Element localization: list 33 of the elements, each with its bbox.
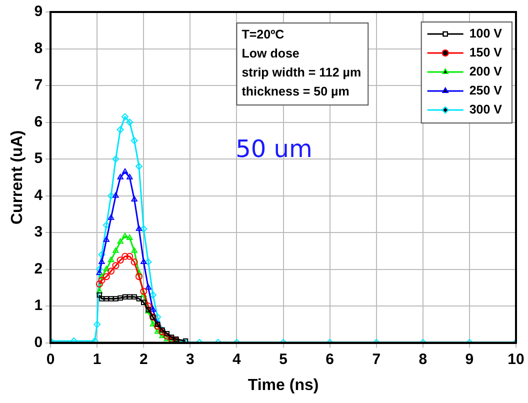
y-tick-label: 5	[34, 150, 43, 168]
annotation: T=20ºC	[242, 27, 284, 42]
x-tick-label: 2	[139, 350, 148, 368]
y-tick-label: 8	[34, 40, 43, 57]
x-tick-label: 3	[186, 350, 194, 368]
y-tick-label: 0	[34, 334, 43, 351]
y-tick-label: 4	[34, 186, 44, 204]
y-tick-label: 1	[34, 297, 43, 314]
legend-label: 200 V	[469, 64, 503, 78]
x-tick-label: 0	[46, 350, 55, 368]
y-tick-label: 6	[34, 113, 43, 130]
y-tick-label: 3	[34, 224, 43, 241]
x-axis-title: Time (ns)	[248, 376, 319, 394]
x-tick-label: 6	[326, 350, 334, 368]
x-tick-label: 7	[372, 350, 381, 368]
annotation: 50 um	[236, 135, 312, 164]
x-tick-label: 8	[418, 350, 428, 368]
y-tick-label: 9	[34, 3, 43, 20]
y-tick-label: 2	[34, 260, 43, 278]
x-tick-label: 1	[92, 350, 102, 368]
x-tick-label: 5	[279, 350, 288, 368]
x-tick-label: 9	[465, 350, 474, 368]
annotation: Low dose	[242, 46, 300, 60]
x-tick-label: 4	[232, 350, 242, 368]
y-axis-title: Current (uA)	[9, 130, 26, 225]
legend-label: 250 V	[469, 83, 503, 98]
x-tick-label: 10	[508, 350, 524, 368]
annotation: strip width = 112 µm	[242, 65, 362, 80]
legend-label: 300 V	[469, 102, 503, 116]
legend-label: 100 V	[469, 26, 503, 40]
y-tick-label: 7	[34, 76, 43, 94]
legend-label: 150 V	[469, 45, 503, 60]
annotation: thickness = 50 µm	[242, 84, 350, 98]
